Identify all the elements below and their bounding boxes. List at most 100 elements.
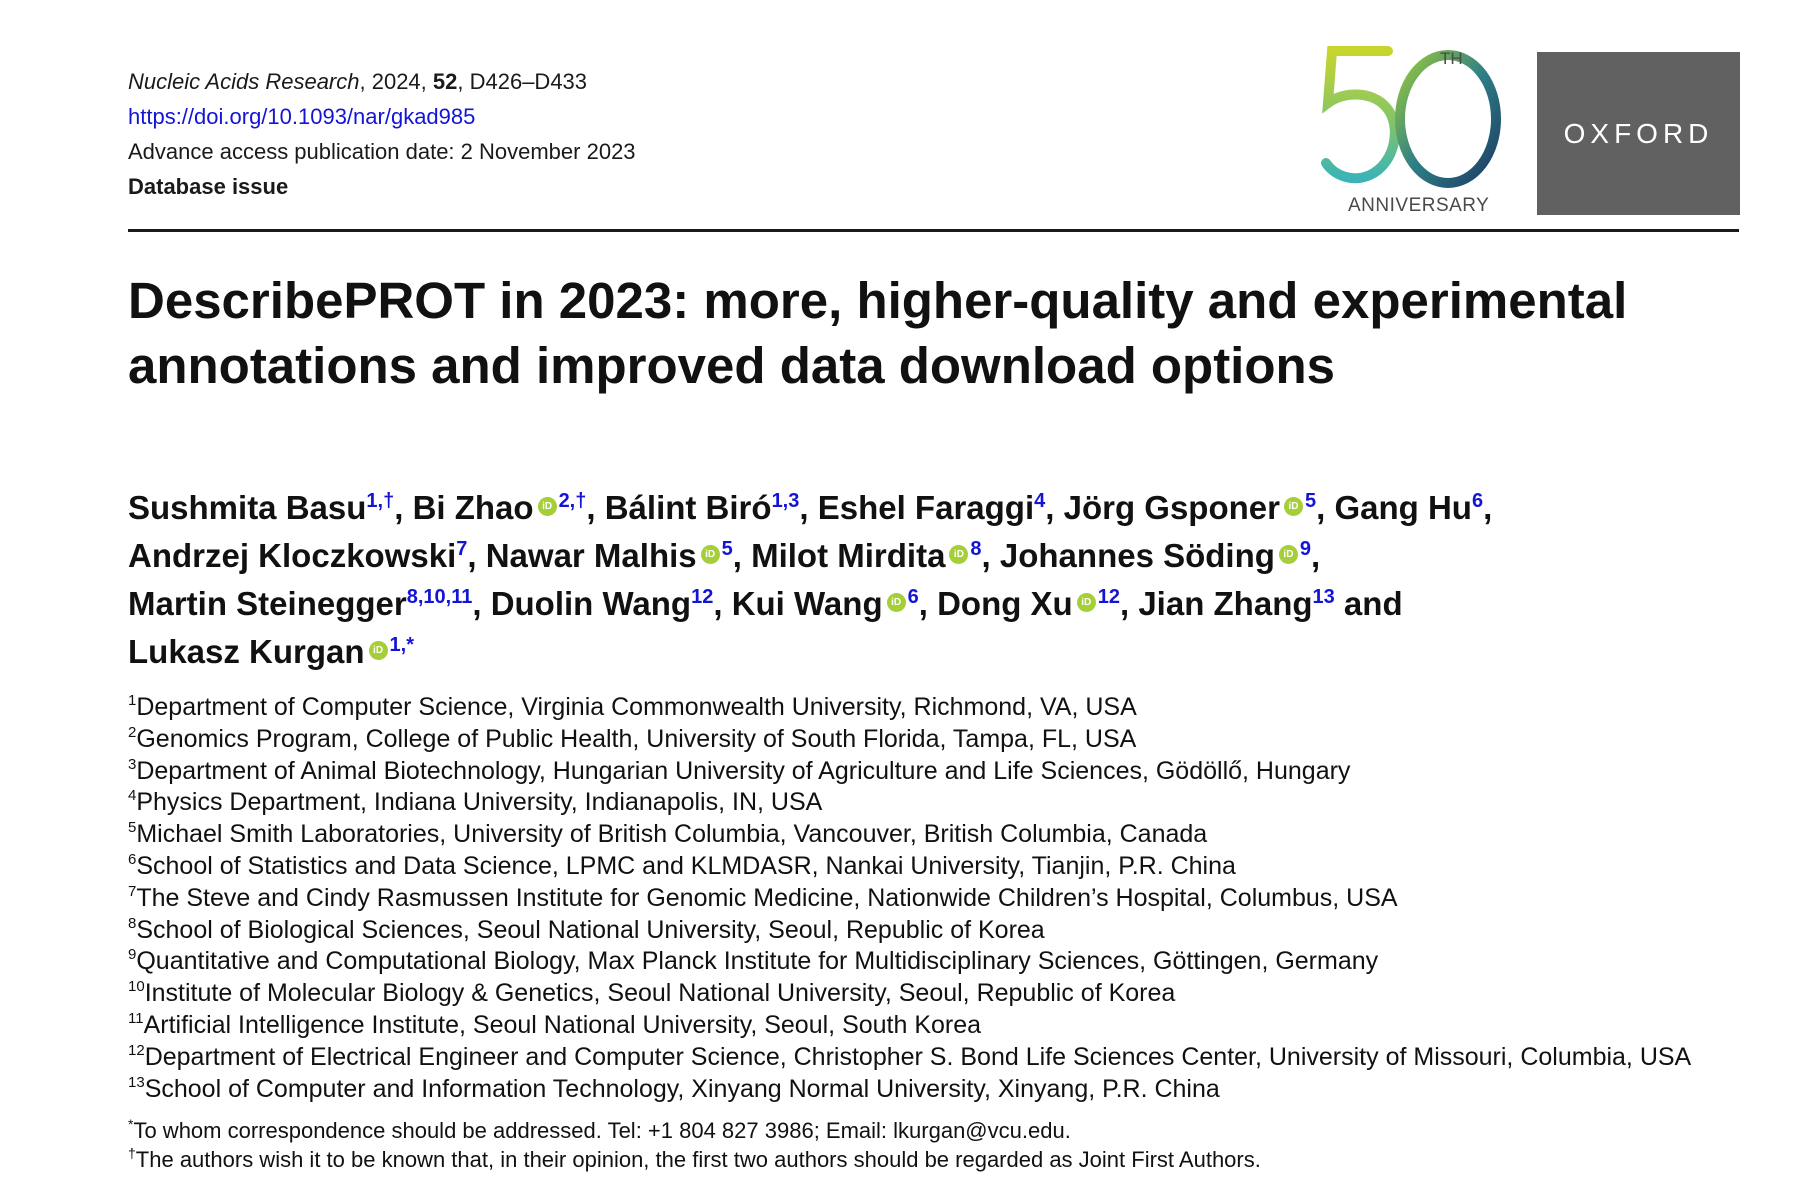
author-affiliation-marker[interactable]: 5 [1304,490,1317,512]
footnote: *To whom correspondence should be addres… [128,1116,1748,1145]
affiliation-text: Genomics Program, College of Public Heal… [136,724,1137,753]
affiliation-number: 5 [128,819,137,837]
author-name: Duolin Wang [490,585,692,622]
author: Nawar Malhis iD 5, [486,537,751,574]
author-name: Martin Steinegger [128,585,407,622]
affiliation-number: 11 [128,1009,144,1027]
orcid-icon[interactable]: iD [368,641,388,660]
author: Eshel Faraggi4, [818,489,1064,526]
orcid-icon[interactable]: iD [1278,545,1298,564]
author-name: Gang Hu [1334,489,1472,526]
author-affiliation-marker[interactable]: 5 [721,538,733,560]
affiliation-text: Department of Computer Science, Virginia… [136,693,1137,721]
author-separator: , [713,585,732,622]
oxford-wordmark: OXFORD [1563,117,1714,149]
author-separator: , [467,537,486,574]
author-name: Bi Zhao [412,489,534,526]
author-affiliation-marker[interactable]: 13 [1312,586,1335,608]
author-affiliation-marker[interactable]: 1,3 [771,490,800,512]
footnote-list: *To whom correspondence should be addres… [128,1116,1748,1174]
author-separator: , [1483,489,1493,526]
citation-pages: , D426–D433 [457,69,588,94]
orcid-icon[interactable]: iD [886,593,906,612]
affiliation-text: Artificial Intelligence Institute, Seoul… [143,1010,982,1039]
author-separator: , [1316,489,1335,526]
author-name: Johannes Söding [999,537,1275,574]
author-name: Milot Mirdita [751,537,946,574]
50th-anniversary-logo: TH ANNIVERSARY [1318,45,1518,220]
affiliation: 4Physics Department, Indiana University,… [128,787,1748,819]
affiliation-number: 2 [128,723,137,741]
affiliation-number: 4 [128,787,137,805]
citation-year: , 2024, [359,69,433,94]
affiliation-number: 12 [128,1041,145,1059]
affiliation: 2Genomics Program, College of Public Hea… [128,724,1748,756]
author-name: Eshel Faraggi [817,489,1035,526]
author: Gang Hu6, [1334,489,1492,526]
author-separator: , [472,585,491,622]
publication-date: Advance access publication date: 2 Novem… [128,139,636,164]
author-affiliation-marker[interactable]: 1,* [389,634,415,656]
orcid-icon[interactable]: iD [700,545,720,564]
affiliation: 5Michael Smith Laboratories, University … [128,819,1748,851]
affiliation: 12Department of Electrical Engineer and … [128,1042,1748,1074]
anniversary-label: ANNIVERSARY [1348,195,1490,216]
affiliation-number: 13 [128,1073,145,1091]
author-separator: and [1334,585,1403,622]
affiliation-text: School of Computer and Information Techn… [144,1074,1220,1103]
author: Johannes Söding iD 9, [1000,537,1320,574]
affiliation-number: 1 [128,692,137,709]
author-affiliation-marker[interactable]: 4 [1034,490,1046,512]
affiliation: 6School of Statistics and Data Science, … [128,851,1748,883]
author: Andrzej Kloczkowski7, [128,537,486,574]
orcid-icon[interactable]: iD [1076,593,1096,612]
header-divider [128,229,1739,232]
citation-line: Nucleic Acids Research, 2024, 52, D426–D… [128,64,636,99]
author-affiliation-marker[interactable]: 8 [970,538,982,560]
author-separator: , [1311,537,1321,574]
affiliation-number: 7 [128,882,137,900]
affiliation: 11Artificial Intelligence Institute, Seo… [128,1010,1748,1042]
author-affiliation-marker[interactable]: 12 [1097,586,1120,608]
anniversary-th: TH [1440,49,1463,68]
author-affiliation-marker[interactable]: 1,† [366,490,395,512]
author: Bálint Biró1,3, [605,489,818,526]
affiliation-number: 9 [128,946,137,964]
affiliation-text: Institute of Molecular Biology & Genetic… [144,979,1176,1008]
author: Jörg Gsponer iD 5, [1064,489,1335,526]
author-affiliation-marker[interactable]: 12 [691,586,714,608]
affiliation: 13School of Computer and Information Tec… [128,1074,1748,1106]
affiliation: 7The Steve and Cindy Rasmussen Institute… [128,883,1748,915]
author-separator: , [1045,489,1064,526]
affiliation-text: School of Statistics and Data Science, L… [136,851,1236,880]
affiliation-text: Michael Smith Laboratories, University o… [136,820,1208,849]
author-name: Jörg Gsponer [1063,489,1280,526]
author-affiliation-marker[interactable]: 6 [907,586,919,608]
affiliation-text: Quantitative and Computational Biology, … [136,947,1379,976]
affiliation-text: Department of Animal Biotechnology, Hung… [136,756,1351,785]
author-affiliation-marker[interactable]: 2,† [558,490,587,512]
author-name: Andrzej Kloczkowski [128,537,457,574]
author: Sushmita Basu1,†, [128,489,413,526]
author: Lukasz Kurgan iD 1,* [128,633,414,670]
author: Milot Mirdita iD 8, [751,537,1000,574]
author: Martin Steinegger8,10,11, [128,585,491,622]
author-separator: , [586,489,605,526]
affiliation-number: 3 [128,755,137,773]
orcid-icon[interactable]: iD [949,545,969,564]
orcid-icon[interactable]: iD [537,497,557,516]
author-list: Sushmita Basu1,†, Bi Zhao iD 2,†, Bálint B… [128,484,1728,676]
article-header-meta: Nucleic Acids Research, 2024, 52, D426–D… [128,64,636,204]
author-affiliation-marker[interactable]: 6 [1471,490,1484,512]
doi-link[interactable]: https://doi.org/10.1093/nar/gkad985 [128,104,476,129]
author-affiliation-marker[interactable]: 7 [456,538,468,560]
affiliation-text: The Steve and Cindy Rasmussen Institute … [136,883,1398,912]
affiliation-list: 1Department of Computer Science, Virgini… [128,692,1748,1105]
author-affiliation-marker[interactable]: 9 [1299,538,1312,560]
author-name: Nawar Malhis [485,537,697,574]
affiliation: 8School of Biological Sciences, Seoul Na… [128,915,1748,947]
author-affiliation-marker[interactable]: 8,10,11 [406,586,473,608]
affiliation: 10Institute of Molecular Biology & Genet… [128,978,1748,1010]
issue-label: Database issue [128,174,289,199]
orcid-icon[interactable]: iD [1283,497,1303,516]
